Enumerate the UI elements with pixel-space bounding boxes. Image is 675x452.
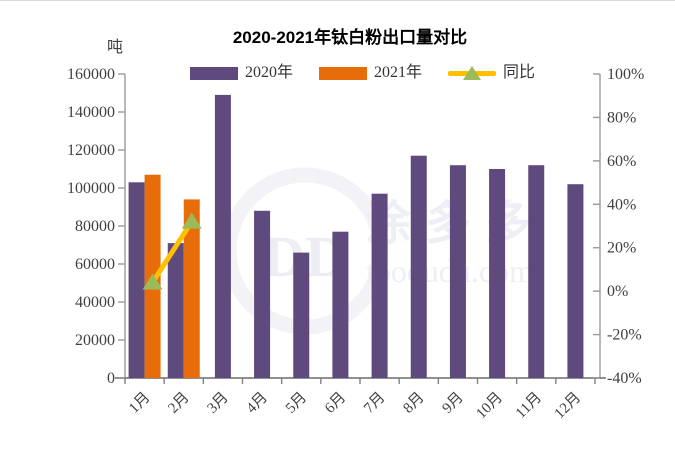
x-axis-category-label: 9月 xyxy=(440,390,467,417)
left-axis-tick-label: 60000 xyxy=(75,256,115,273)
legend-label-2021: 2021年 xyxy=(373,64,422,81)
legend-swatch-2021-icon xyxy=(318,66,367,80)
bar-2020-3月 xyxy=(214,94,231,379)
bar-2020-1月 xyxy=(128,182,145,378)
right-axis-tick-label: 0% xyxy=(607,283,628,300)
x-axis-category-label: 6月 xyxy=(322,390,349,417)
left-axis-tick-label: 40000 xyxy=(75,294,115,311)
bar-2020-8月 xyxy=(410,155,427,378)
legend-label-2020: 2020年 xyxy=(244,64,293,81)
x-axis-category-label: 4月 xyxy=(244,390,271,417)
bar-2021-2月 xyxy=(183,199,200,378)
left-axis-tick-label: 140000 xyxy=(67,104,115,121)
bar-2020-7月 xyxy=(371,193,388,378)
bar-2020-5月 xyxy=(293,252,310,378)
x-axis-category-label: 11月 xyxy=(513,390,545,422)
right-axis-tick-label: 60% xyxy=(607,153,636,170)
legend-item-yoy: 同比 xyxy=(448,65,535,81)
x-axis-category-label: 8月 xyxy=(400,390,427,417)
x-axis-category-label: 3月 xyxy=(205,390,232,417)
bar-2020-6月 xyxy=(332,231,349,378)
left-axis-unit-label: 吨 xyxy=(106,39,123,56)
bar-2020-11月 xyxy=(528,165,545,378)
left-axis-tick-label: 80000 xyxy=(75,218,115,235)
legend-item-2020: 2020年 xyxy=(189,64,293,81)
legend-line-triangle-icon xyxy=(448,65,496,81)
bar-2020-9月 xyxy=(449,165,466,378)
bar-2020-12月 xyxy=(567,184,584,378)
x-axis-category-label: 2月 xyxy=(165,390,192,417)
legend-item-2021: 2021年 xyxy=(318,64,422,81)
right-axis-tick-label: -20% xyxy=(607,327,642,344)
yoy-line xyxy=(150,219,195,285)
x-axis-category-label: 1月 xyxy=(126,390,153,417)
x-axis-category-label: 12月 xyxy=(552,390,585,423)
bar-2020-4月 xyxy=(254,210,271,378)
x-axis-category-label: 5月 xyxy=(283,390,310,417)
yoy-marker-2月 xyxy=(181,212,202,229)
chart-title: 2020-2021年钛白粉出口量对比 xyxy=(232,28,468,47)
left-axis-tick-label: 100000 xyxy=(67,180,115,197)
legend: 2020年 2021年 同比 xyxy=(125,62,600,84)
right-axis-tick-label: 40% xyxy=(607,196,636,213)
legend-swatch-2020-icon xyxy=(189,66,238,80)
left-axis-tick-label: 120000 xyxy=(67,142,115,159)
left-axis-tick-label: 160000 xyxy=(67,66,115,83)
x-axis-category-label: 7月 xyxy=(361,390,388,417)
right-axis-tick-label: 80% xyxy=(607,109,636,126)
yoy-marker-1月 xyxy=(142,273,163,290)
x-axis-category-label: 10月 xyxy=(473,390,506,423)
bar-2020-2月 xyxy=(167,243,184,378)
right-axis-tick-label: 20% xyxy=(607,240,636,257)
left-axis-tick-label: 20000 xyxy=(75,332,115,349)
right-axis-tick-label: -40% xyxy=(607,370,642,387)
legend-label-yoy: 同比 xyxy=(503,64,536,81)
right-axis-tick-label: 100% xyxy=(607,66,644,83)
left-axis-tick-label: 0 xyxy=(107,370,115,387)
bar-2020-10月 xyxy=(489,169,506,378)
